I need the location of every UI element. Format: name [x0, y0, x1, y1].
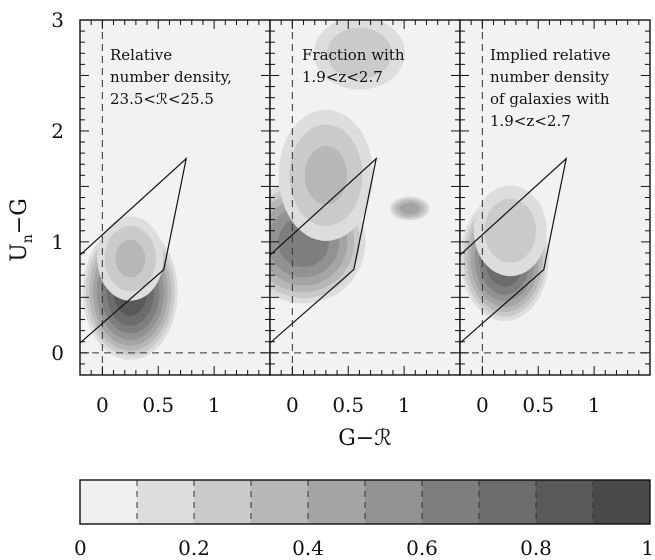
panel-label-line: 1.9<z<2.7: [490, 112, 571, 130]
colorbar-segment: [422, 480, 480, 524]
colorbar-tick-label: 1: [641, 536, 654, 560]
y-tick-label: 3: [51, 8, 64, 32]
x-tick-label: 1: [588, 393, 601, 417]
contour-level: [399, 202, 420, 215]
panel-label-line: Implied relative: [490, 46, 611, 64]
panel-label-line: of galaxies with: [490, 90, 610, 108]
colorbar-segment: [251, 480, 309, 524]
y-axis-title: Un−G: [7, 198, 36, 262]
contour-level: [484, 198, 537, 263]
x-axis-title: G−ℛ: [338, 426, 392, 451]
y-tick-label: 2: [51, 119, 64, 143]
colorbar-tick-label: 0.6: [406, 536, 438, 560]
contour-level: [115, 239, 146, 278]
x-tick-label: 0.5: [522, 393, 554, 417]
colorbar-segment: [365, 480, 423, 524]
x-tick-label: 0.5: [332, 393, 364, 417]
colorbar-segment: [80, 480, 138, 524]
x-tick-label: 0: [286, 393, 299, 417]
y-tick-label: 1: [51, 230, 64, 254]
y-tick-label: 0: [51, 341, 64, 365]
selection-region: [80, 157, 188, 344]
panel-label-line: Relative: [110, 46, 172, 64]
colorbar-segment: [593, 480, 651, 524]
y-axis: 0 1 2 3: [51, 8, 64, 365]
panel-label-line: number density,: [110, 68, 232, 86]
colorbar-tick-label: 0.2: [178, 536, 210, 560]
x-tick-label: 0: [96, 393, 109, 417]
panel-label-line: Fraction with: [302, 46, 405, 64]
colorbar-tick-label: 0.8: [520, 536, 552, 560]
colorbar: 0 0.2 0.4 0.6 0.8 1: [74, 479, 654, 560]
contour-level: [304, 145, 348, 205]
colorbar-segment: [194, 480, 252, 524]
x-tick-label: 0.5: [142, 393, 174, 417]
panel-relative-density: Relative number density, 23.5<ℛ<25.5 0 0.5 1: [79, 19, 271, 417]
panel-fraction: Fraction with 1.9<z<2.7 0 0.5 1: [269, 19, 461, 417]
contour-level: [327, 27, 392, 79]
selection-region: [460, 157, 568, 344]
panel-label-line: 1.9<z<2.7: [302, 68, 383, 86]
panel-implied-density: Implied relative number density of galaxie…: [459, 19, 651, 417]
colorbar-segment: [536, 480, 594, 524]
colorbar-tick-label: 0: [74, 536, 87, 560]
x-tick-label: 0: [476, 393, 489, 417]
selection-region: [270, 157, 378, 344]
x-tick-label: 1: [208, 393, 221, 417]
colorbar-tick-label: 0.4: [292, 536, 324, 560]
colorbar-segment: [308, 480, 366, 524]
x-tick-label: 1: [398, 393, 411, 417]
colorbar-segment: [137, 480, 195, 524]
colorbar-segment: [479, 480, 537, 524]
panel-label-line: number density: [490, 68, 610, 86]
panel-label-line: 23.5<ℛ<25.5: [110, 90, 214, 108]
